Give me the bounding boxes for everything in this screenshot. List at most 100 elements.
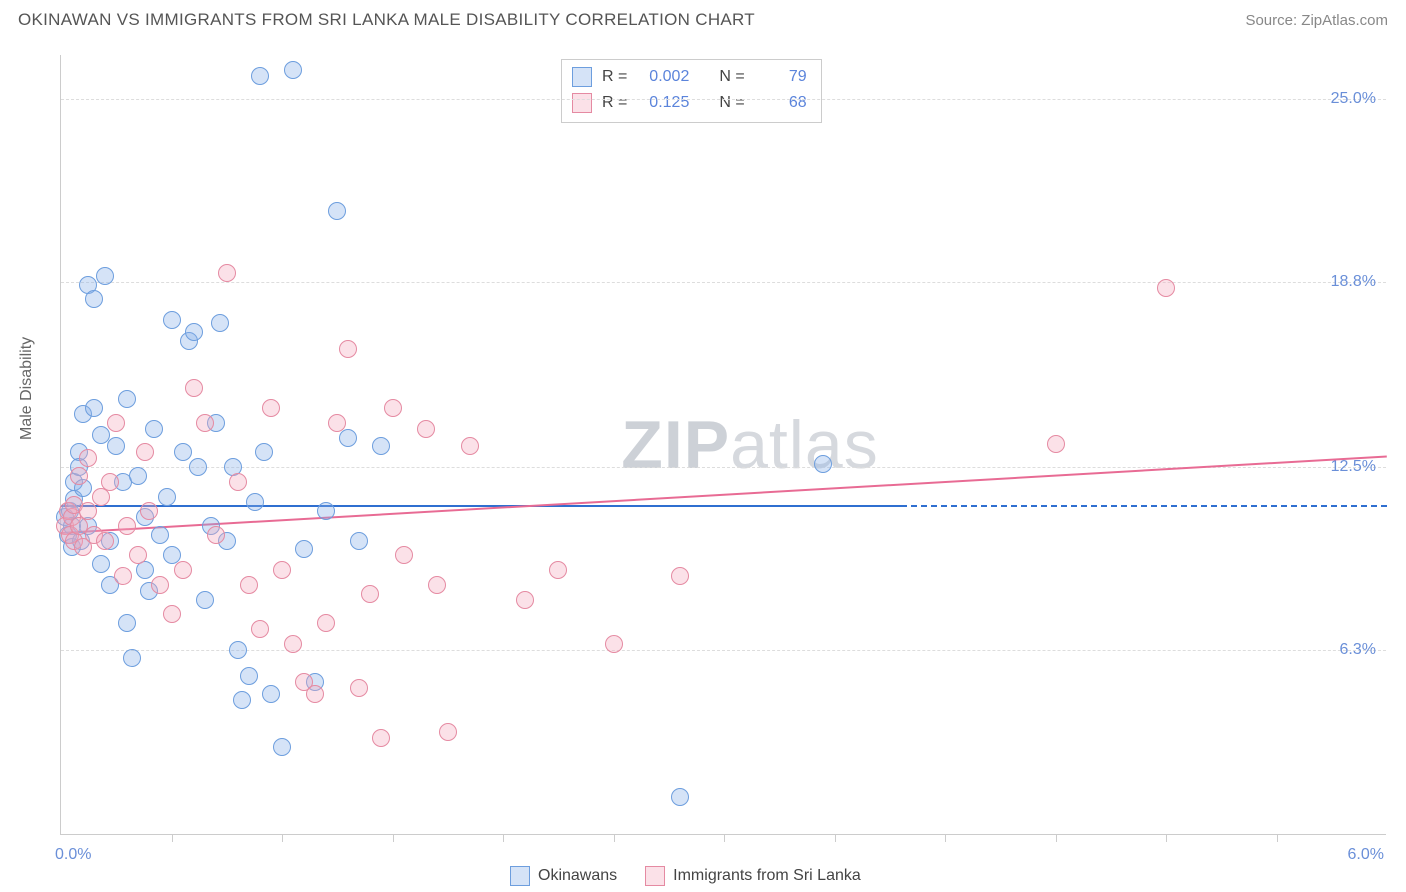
data-point [207, 526, 225, 544]
data-point [372, 729, 390, 747]
swatch-series1 [572, 67, 592, 87]
x-tick [1056, 834, 1057, 842]
x-tick [393, 834, 394, 842]
data-point [101, 473, 119, 491]
data-point [233, 691, 251, 709]
data-point [262, 399, 280, 417]
data-point [79, 502, 97, 520]
data-point [671, 788, 689, 806]
data-point [185, 323, 203, 341]
data-point [339, 429, 357, 447]
gridline [61, 282, 1386, 283]
data-point [549, 561, 567, 579]
r-value-1: 0.002 [637, 64, 689, 90]
data-point [1047, 435, 1065, 453]
data-point [92, 555, 110, 573]
data-point [151, 576, 169, 594]
y-tick-label: 18.8% [1331, 273, 1376, 291]
data-point [145, 420, 163, 438]
data-point [129, 546, 147, 564]
swatch-series2 [572, 93, 592, 113]
x-tick [614, 834, 615, 842]
x-tick [1277, 834, 1278, 842]
data-point [118, 390, 136, 408]
swatch-icon [645, 866, 665, 886]
data-point [107, 437, 125, 455]
correlation-legend: R = 0.002 N = 79 R = 0.125 N = 68 [561, 59, 822, 123]
data-point [92, 426, 110, 444]
data-point [372, 437, 390, 455]
data-point [251, 620, 269, 638]
data-point [107, 414, 125, 432]
y-tick-label: 25.0% [1331, 90, 1376, 108]
data-point [273, 738, 291, 756]
data-point [70, 467, 88, 485]
series-legend: Okinawans Immigrants from Sri Lanka [510, 866, 861, 886]
trend-line-extrapolated [901, 505, 1387, 507]
legend-label-1: Okinawans [538, 867, 617, 885]
legend-label-2: Immigrants from Sri Lanka [673, 867, 861, 885]
data-point [118, 517, 136, 535]
data-point [295, 540, 313, 558]
data-point [140, 502, 158, 520]
data-point [350, 532, 368, 550]
data-point [461, 437, 479, 455]
data-point [246, 493, 264, 511]
data-point [814, 455, 832, 473]
data-point [395, 546, 413, 564]
data-point [1157, 279, 1175, 297]
r-label: R = [602, 64, 627, 90]
data-point [189, 458, 207, 476]
data-point [417, 420, 435, 438]
x-tick [503, 834, 504, 842]
gridline [61, 650, 1386, 651]
n-label: N = [719, 64, 744, 90]
n-label: N = [719, 90, 744, 116]
data-point [123, 649, 141, 667]
data-point [284, 635, 302, 653]
data-point [516, 591, 534, 609]
r-value-2: 0.125 [637, 90, 689, 116]
data-point [174, 561, 192, 579]
data-point [273, 561, 291, 579]
data-point [240, 576, 258, 594]
data-point [251, 67, 269, 85]
data-point [361, 585, 379, 603]
data-point [163, 605, 181, 623]
scatter-plot-area: ZIPatlas R = 0.002 N = 79 R = 0.125 N = … [60, 55, 1386, 835]
swatch-icon [510, 866, 530, 886]
legend-row-series1: R = 0.002 N = 79 [572, 64, 807, 90]
data-point [262, 685, 280, 703]
data-point [671, 567, 689, 585]
y-tick-label: 6.3% [1340, 641, 1376, 659]
data-point [339, 340, 357, 358]
data-point [384, 399, 402, 417]
data-point [328, 202, 346, 220]
y-axis-title: Male Disability [18, 337, 36, 440]
data-point [328, 414, 346, 432]
legend-item-2: Immigrants from Sri Lanka [645, 866, 861, 886]
data-point [96, 532, 114, 550]
data-point [136, 443, 154, 461]
watermark-part1: ZIP [621, 407, 730, 483]
x-label-right: 6.0% [1348, 846, 1384, 864]
x-tick [1166, 834, 1167, 842]
gridline [61, 99, 1386, 100]
x-tick [172, 834, 173, 842]
data-point [317, 502, 335, 520]
data-point [428, 576, 446, 594]
data-point [118, 614, 136, 632]
data-point [306, 685, 324, 703]
chart-title: OKINAWAN VS IMMIGRANTS FROM SRI LANKA MA… [18, 10, 755, 30]
x-tick [724, 834, 725, 842]
source-attribution: Source: ZipAtlas.com [1245, 12, 1388, 29]
x-label-left: 0.0% [55, 846, 91, 864]
n-value-1: 79 [755, 64, 807, 90]
legend-item-1: Okinawans [510, 866, 617, 886]
data-point [317, 614, 335, 632]
data-point [185, 379, 203, 397]
data-point [114, 567, 132, 585]
data-point [229, 473, 247, 491]
data-point [158, 488, 176, 506]
data-point [79, 449, 97, 467]
